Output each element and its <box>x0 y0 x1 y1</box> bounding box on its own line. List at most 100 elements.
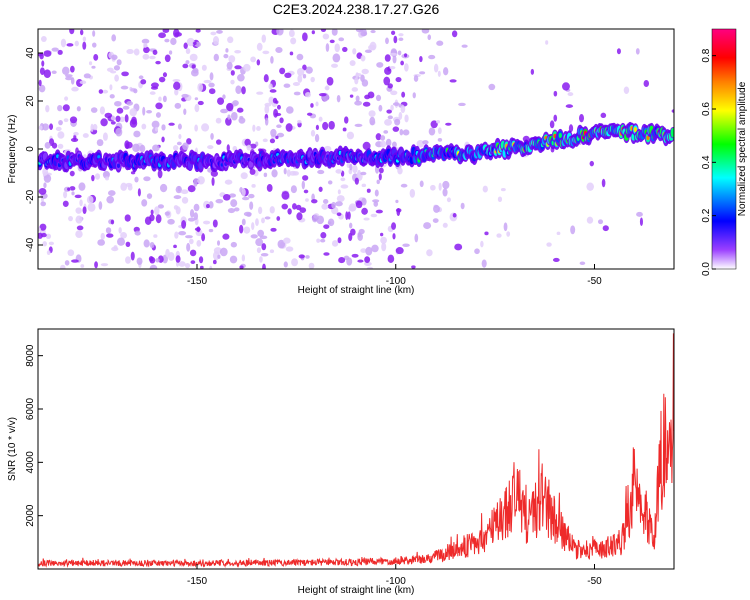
spectrogram-noise-blob <box>291 258 298 267</box>
spectrogram-noise-blob <box>419 71 426 75</box>
spectrogram-noise-blob <box>362 101 371 107</box>
spectrogram-noise-blob <box>446 197 451 203</box>
spectrogram-noise-blob <box>106 233 114 238</box>
snr-x-label: Height of straight line (km) <box>298 585 415 596</box>
spectrogram-noise-blob <box>43 174 52 183</box>
spectrogram-noise-blob <box>246 144 252 151</box>
spectrogram-noise-blob <box>43 182 47 189</box>
spectrogram-noise-blob <box>372 199 380 203</box>
spectrogram-noise-blob <box>120 182 128 191</box>
spectrogram-noise-blob <box>355 95 360 102</box>
spectrogram-noise-blob <box>167 218 175 225</box>
spectrogram-noise-blob <box>428 54 436 60</box>
spectrogram-noise-blob <box>111 246 119 252</box>
spectrogram-noise-blob <box>310 103 314 108</box>
spectrogram-noise-blob <box>149 241 155 249</box>
spectrogram-noise-blob <box>118 227 122 234</box>
spectrogram-noise-blob <box>264 117 269 126</box>
spectrogram-noise-blob <box>136 257 143 265</box>
spectrogram-noise-blob <box>155 258 160 263</box>
spectrogram-noise-blob <box>94 261 98 269</box>
spectrogram-noise-blob <box>360 74 365 83</box>
spectrogram-noise-blob <box>111 34 117 42</box>
spectrogram-noise-blob <box>228 55 236 63</box>
spectrogram-noise-blob <box>60 264 66 269</box>
spectrogram-noise-blob <box>181 93 189 98</box>
spectrogram-noise-blob <box>80 264 85 268</box>
spectrogram-noise-blob <box>352 48 357 55</box>
spectrogram-noise-blob <box>442 188 448 197</box>
spectrogram-noise-blob <box>106 195 115 204</box>
spectrogram-noise-blob <box>210 133 214 140</box>
spectrogram-noise-blob <box>197 100 204 106</box>
spectrogram-noise-blob <box>601 178 606 188</box>
spectrogram-noise-blob <box>43 69 51 79</box>
spectrogram-noise-blob <box>298 254 305 259</box>
spectrogram-noise-blob <box>331 240 339 247</box>
spectrogram-noise-blob <box>48 241 55 246</box>
spectrogram-noise-blob <box>320 29 327 33</box>
spectrogram-noise-blob <box>385 138 392 147</box>
spectrogram-noise-blob <box>297 119 302 124</box>
spectrogram-noise-blob <box>283 261 288 268</box>
spectrogram-noise-blob <box>100 232 105 240</box>
spectrogram-noise-blob <box>636 211 643 217</box>
spectrogram-noise-blob <box>198 256 204 264</box>
spectrogram-noise-blob <box>256 59 261 66</box>
spectrogram-noise-blob <box>438 182 442 191</box>
spectrogram-noise-blob <box>398 37 404 42</box>
spectrogram-noise-blob <box>212 219 218 228</box>
spectrogram-noise-blob <box>197 175 205 185</box>
spectrogram-noise-blob <box>82 206 87 214</box>
spectrogram-noise-blob <box>134 230 141 236</box>
spectrogram-noise-blob <box>623 86 630 94</box>
spectrogram-noise-blob <box>391 222 397 230</box>
spectrogram-noise-blob <box>348 222 353 229</box>
spectrogram-noise-blob <box>146 193 153 199</box>
spectrogram-noise-blob <box>224 179 233 185</box>
spectrogram-noise-blob <box>340 177 346 182</box>
spectrogram-noise-blob <box>182 63 189 69</box>
spectrogram-noise-blob <box>395 77 402 83</box>
spectrogram-noise-blob <box>269 206 275 214</box>
spectrogram-noise-blob <box>305 198 309 202</box>
spectrogram-noise-blob <box>208 88 216 95</box>
spectrogram-noise-blob <box>276 132 285 138</box>
spectrogram-noise-blob <box>249 201 254 210</box>
spectrogram-noise-blob <box>318 186 323 192</box>
spectrogram-noise-blob <box>385 37 389 45</box>
spectrogram-noise-blob <box>322 198 329 205</box>
spectrogram-noise-blob <box>219 247 228 257</box>
spectrogram-noise-blob <box>400 183 408 188</box>
spectrogram-noise-blob <box>397 167 403 175</box>
spectrogram-noise-blob <box>158 96 162 102</box>
spectrogram-noise-blob <box>208 82 215 88</box>
spectrogram-noise-blob <box>394 118 401 126</box>
spectrogram-plot <box>38 29 674 269</box>
spectrogram-noise-blob <box>349 163 353 171</box>
spectrogram-noise-blob <box>228 193 237 198</box>
y-tick-label: -40 <box>25 237 36 252</box>
spectrogram-noise-blob <box>398 112 403 120</box>
spectrogram-noise-blob <box>86 195 94 204</box>
spectrogram-noise-blob <box>185 48 191 55</box>
spectrogram-noise-blob <box>243 226 251 234</box>
spectrogram-noise-blob <box>83 73 91 79</box>
spectrogram-noise-blob <box>411 265 416 269</box>
spectrogram-noise-blob <box>310 129 316 137</box>
spectrogram-noise-blob <box>137 188 141 197</box>
spectrogram-noise-blob <box>351 253 359 258</box>
spectrogram-band-mid <box>248 160 254 168</box>
spectrogram-noise-blob <box>116 107 124 114</box>
spectrogram-noise-blob <box>399 129 404 136</box>
spectrogram-noise-blob <box>597 219 604 225</box>
spectrogram-noise-blob <box>318 93 327 97</box>
spectrogram-noise-blob <box>436 120 441 124</box>
spectrogram-noise-blob <box>140 79 147 85</box>
spectrogram-noise-blob <box>38 79 42 87</box>
spectrogram-noise-blob <box>201 64 207 71</box>
spectrogram-noise-blob <box>230 199 238 208</box>
spectrogram-noise-blob <box>556 231 561 236</box>
spectrogram-noise-blob <box>194 104 200 113</box>
spectrogram-noise-blob <box>38 227 42 232</box>
